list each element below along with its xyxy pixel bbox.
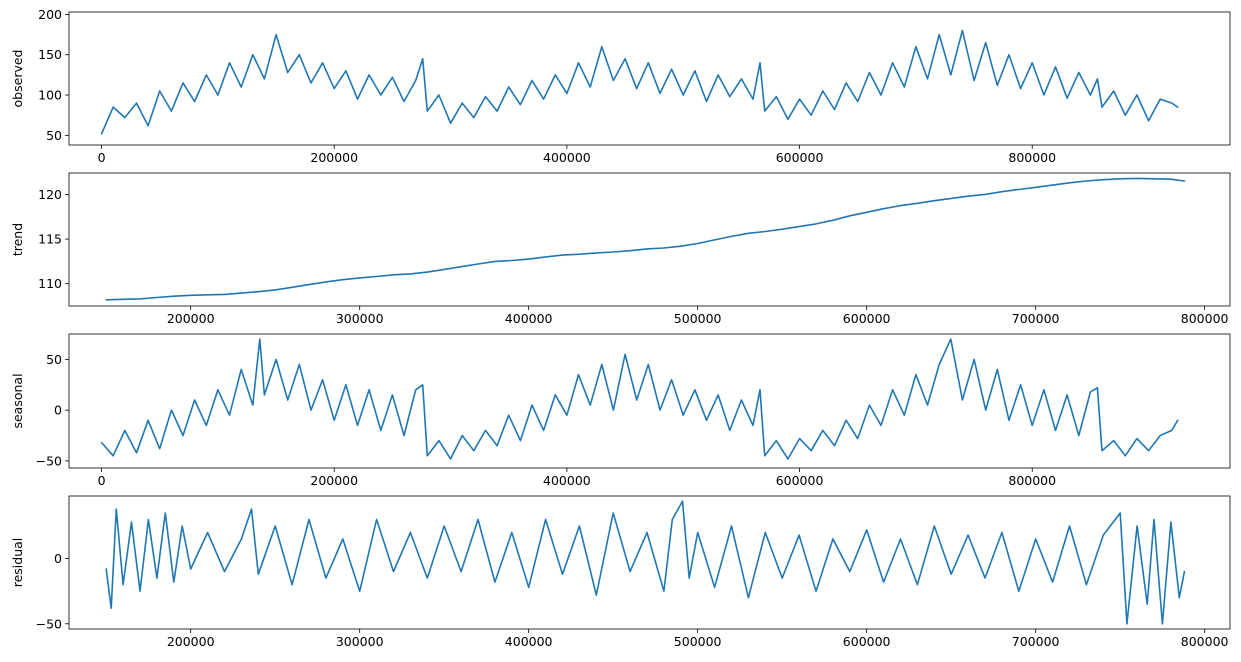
- trend-x-tick-label: 800000: [1181, 311, 1229, 326]
- trend-x-tick-label: 700000: [1012, 311, 1060, 326]
- residual-x-tick-label: 600000: [843, 634, 891, 649]
- seasonal-axis-label: seasonal: [10, 373, 25, 428]
- seasonal-axes-frame: [68, 333, 1231, 469]
- trend-axes-frame: [68, 172, 1231, 307]
- panel-observed: 0 200000 400000 600000 800000 50 100 150 200 obse…: [10, 7, 1231, 165]
- residual-y-tick-label: −50: [36, 616, 62, 631]
- seasonal-y-tick-label: −50: [36, 453, 62, 468]
- observed-x-tick-label: 0: [98, 150, 106, 165]
- seasonal-x-tick-label: 600000: [776, 473, 824, 488]
- residual-axes-frame: [68, 495, 1231, 630]
- panel-residual: 200000 300000 400000 500000 600000 700000 8000…: [10, 495, 1231, 649]
- residual-x-tick-label: 700000: [1012, 634, 1060, 649]
- seasonal-y-tick-label: 50: [46, 352, 62, 367]
- trend-x-tick-label: 400000: [505, 311, 553, 326]
- observed-x-tick-label: 400000: [543, 150, 591, 165]
- residual-x-tick-label: 800000: [1181, 634, 1229, 649]
- seasonal-x-tick-label: 400000: [543, 473, 591, 488]
- observed-x-tick-label: 200000: [310, 150, 358, 165]
- residual-series-line: [105, 500, 1186, 625]
- residual-x-tick-label: 500000: [674, 634, 722, 649]
- seasonal-x-tick-label: 200000: [310, 473, 358, 488]
- trend-axis-label: trend: [10, 223, 25, 256]
- residual-y-tick-label: 0: [54, 551, 62, 566]
- observed-axes-frame: [68, 11, 1231, 146]
- residual-x-tick-label: 200000: [167, 634, 215, 649]
- observed-axis-label: observed: [10, 50, 25, 108]
- trend-x-tick-label: 500000: [674, 311, 722, 326]
- observed-y-tick-label: 200: [38, 7, 62, 22]
- trend-y-tick-label: 120: [38, 187, 62, 202]
- panel-trend: 200000 300000 400000 500000 600000 700000 8000…: [10, 172, 1231, 326]
- residual-axis-label: residual: [10, 538, 25, 588]
- observed-series-line: [100, 29, 1179, 135]
- observed-y-tick-label: 100: [38, 88, 62, 103]
- observed-y-tick-label: 150: [38, 47, 62, 62]
- seasonal-x-tick-label: 800000: [1008, 473, 1056, 488]
- trend-x-tick-label: 600000: [843, 311, 891, 326]
- trend-series-line: [105, 177, 1186, 301]
- panel-seasonal: 0 200000 400000 600000 800000 −50 0 50 seasonal: [10, 333, 1231, 488]
- observed-x-tick-label: 600000: [776, 150, 824, 165]
- trend-y-tick-label: 115: [38, 232, 62, 247]
- trend-x-tick-label: 200000: [167, 311, 215, 326]
- seasonal-x-tick-label: 0: [98, 473, 106, 488]
- seasonal-series-line: [100, 338, 1179, 460]
- observed-x-tick-label: 800000: [1008, 150, 1056, 165]
- seasonal-y-tick-label: 0: [54, 403, 62, 418]
- trend-x-tick-label: 300000: [336, 311, 384, 326]
- observed-y-tick-label: 50: [46, 128, 62, 143]
- residual-x-tick-label: 300000: [336, 634, 384, 649]
- trend-y-tick-label: 110: [38, 276, 62, 291]
- residual-x-tick-label: 400000: [505, 634, 553, 649]
